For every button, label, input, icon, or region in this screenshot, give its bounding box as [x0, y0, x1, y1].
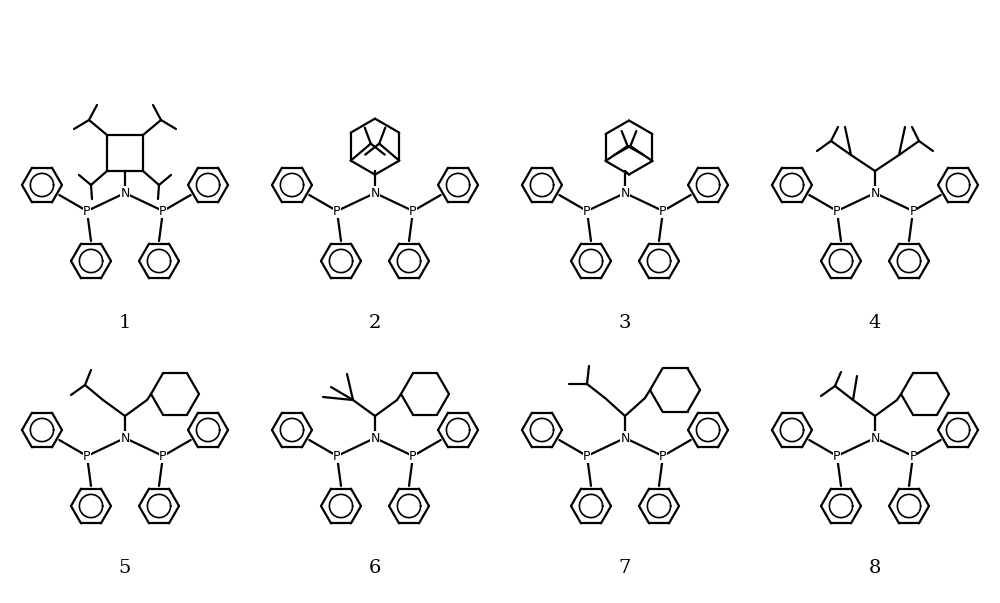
Text: P: P [333, 449, 341, 463]
Text: P: P [83, 449, 91, 463]
Text: 1: 1 [119, 314, 131, 332]
Text: P: P [409, 449, 417, 463]
Text: P: P [909, 449, 917, 463]
Text: P: P [833, 449, 841, 463]
Text: 8: 8 [869, 559, 881, 577]
Text: P: P [659, 204, 667, 218]
Text: P: P [909, 204, 917, 218]
Text: N: N [120, 186, 130, 200]
Text: P: P [159, 204, 167, 218]
Text: P: P [159, 449, 167, 463]
Text: P: P [583, 204, 591, 218]
Text: P: P [583, 449, 591, 463]
Text: 7: 7 [619, 559, 631, 577]
Text: 3: 3 [619, 314, 631, 332]
Text: N: N [870, 186, 880, 200]
Text: 4: 4 [869, 314, 881, 332]
Text: N: N [370, 432, 380, 444]
Text: N: N [870, 432, 880, 444]
Text: 6: 6 [369, 559, 381, 577]
Text: P: P [333, 204, 341, 218]
Text: N: N [620, 186, 630, 200]
Text: N: N [120, 432, 130, 444]
Text: P: P [833, 204, 841, 218]
Text: P: P [659, 449, 667, 463]
Text: 5: 5 [119, 559, 131, 577]
Text: 2: 2 [369, 314, 381, 332]
Text: N: N [620, 432, 630, 444]
Text: P: P [409, 204, 417, 218]
Text: N: N [370, 186, 380, 200]
Text: P: P [83, 204, 91, 218]
